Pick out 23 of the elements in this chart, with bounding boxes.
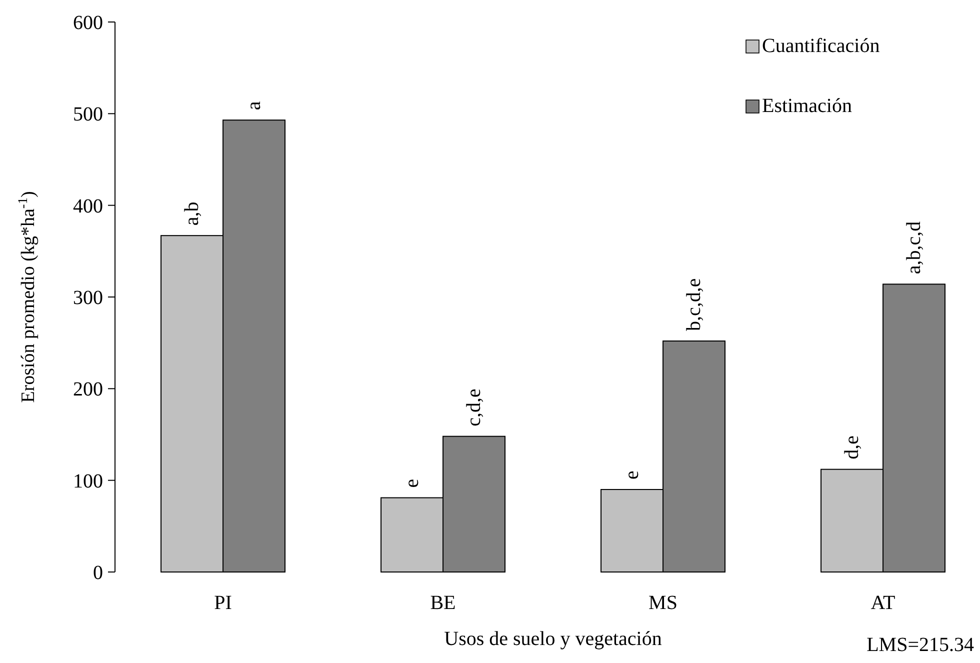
annotation: a: [243, 101, 265, 110]
x-tick-label: AT: [870, 592, 896, 614]
y-tick-label: 100: [73, 470, 103, 492]
legend-label: Estimación: [762, 95, 852, 117]
annotation: c,d,e: [463, 388, 485, 426]
legend-label: Cuantificación: [762, 35, 880, 57]
text: LMS=215.34: [866, 634, 974, 656]
y-tick-label: 300: [73, 287, 103, 309]
x-axis-title: Usos de suelo y vegetación: [444, 628, 662, 650]
x-tick-label: MS: [648, 592, 678, 614]
y-tick-label: 0: [93, 562, 103, 584]
annotation: e: [401, 478, 423, 488]
x-tick-label: PI: [214, 592, 232, 614]
y-tick-label: 200: [73, 378, 103, 401]
annotation: b,c,d,e: [683, 278, 705, 331]
annotation: d,e: [841, 435, 863, 460]
annotation: e: [621, 470, 643, 480]
y-tick-label: 500: [73, 104, 103, 126]
annotation: a,b,c,d: [903, 221, 925, 274]
y-tick-label: 400: [73, 195, 103, 218]
y-tick-label: 600: [73, 12, 103, 34]
x-tick-label: BE: [430, 592, 456, 614]
annotation: a,b: [181, 202, 203, 226]
